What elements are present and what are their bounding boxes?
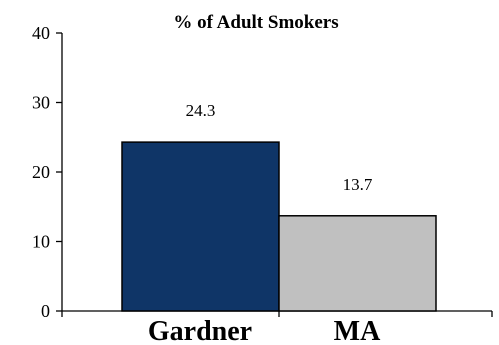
data-label: 24.3 xyxy=(186,101,216,120)
y-tick-label: 20 xyxy=(32,162,50,182)
bar-gardner xyxy=(121,141,280,312)
chart-title: % of Adult Smokers xyxy=(173,12,338,33)
category-label: MA xyxy=(334,316,381,345)
y-axis: 0 10 20 30 40 xyxy=(32,23,63,321)
y-tick-label: 40 xyxy=(32,23,50,43)
y-tick-label: 30 xyxy=(32,93,50,113)
bars xyxy=(121,141,437,312)
category-label: Gardner xyxy=(148,316,252,345)
category-labels: Gardner MA xyxy=(148,316,381,345)
y-tick-label: 0 xyxy=(41,301,50,321)
data-label: 13.7 xyxy=(343,175,373,194)
x-axis xyxy=(61,310,493,317)
data-labels: 24.3 13.7 xyxy=(186,101,373,194)
y-tick-label: 10 xyxy=(32,232,50,252)
bar-ma xyxy=(278,215,437,312)
